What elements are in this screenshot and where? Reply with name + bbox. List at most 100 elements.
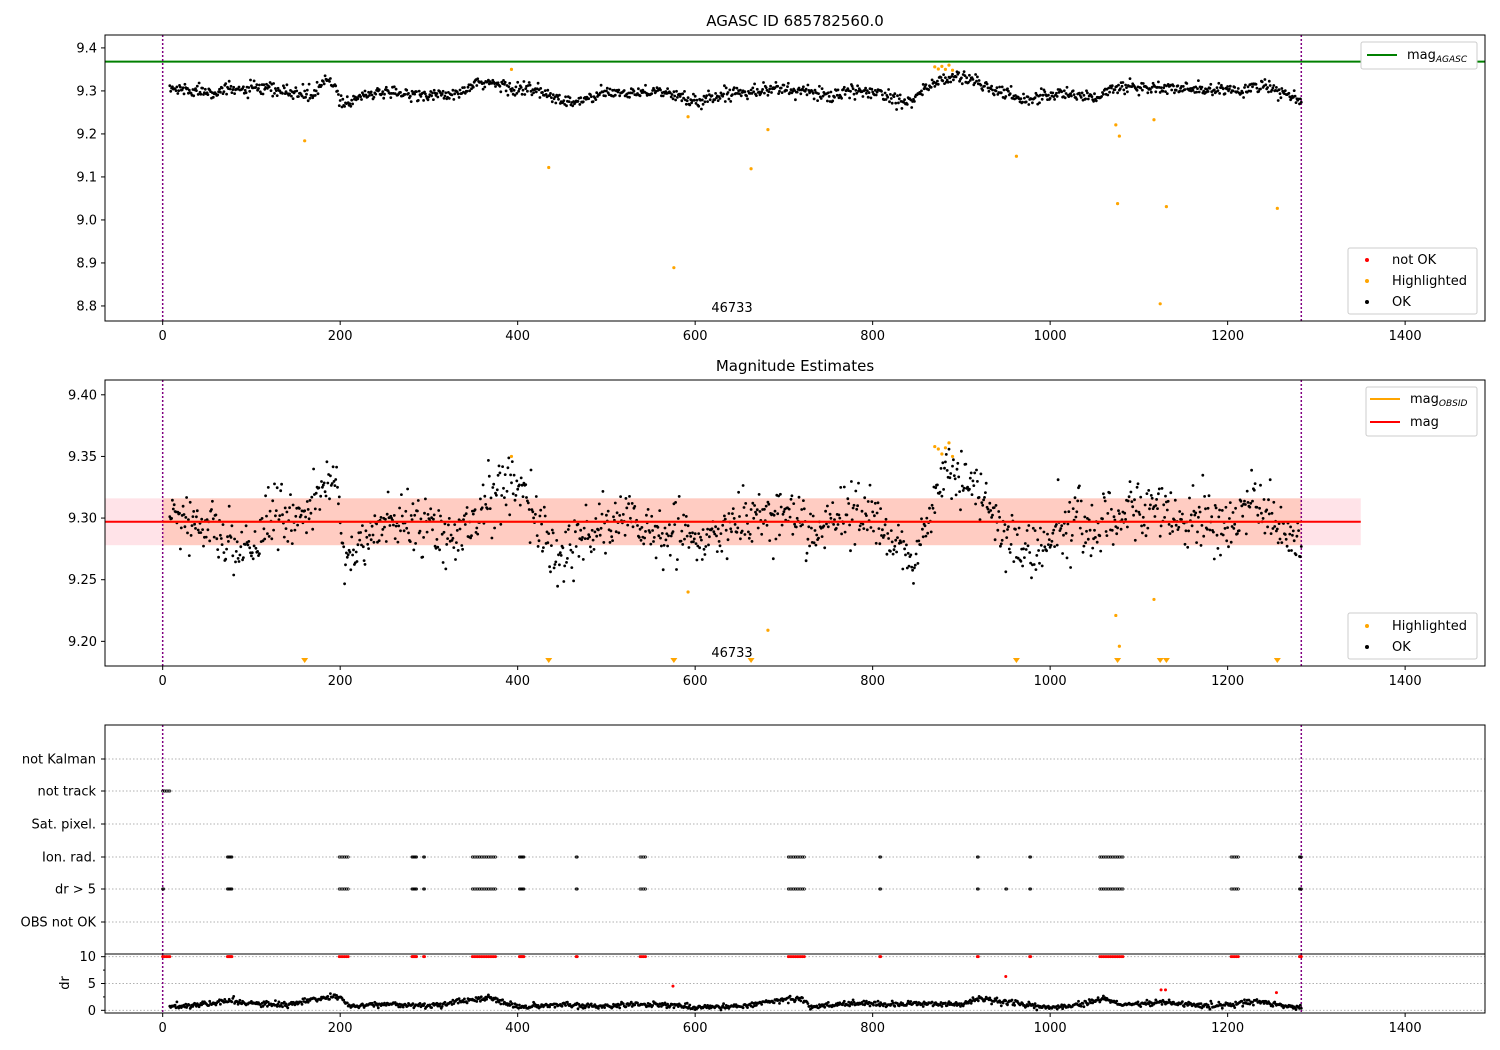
ok-point xyxy=(811,514,815,518)
panel2-obs-label: 46733 xyxy=(711,646,752,661)
ok-point xyxy=(1042,530,1046,534)
flag-point xyxy=(476,855,480,859)
ok-point xyxy=(244,91,248,95)
ok-point xyxy=(356,97,360,101)
ok-point xyxy=(945,469,949,472)
ok-point xyxy=(474,531,478,534)
ok-point xyxy=(250,554,253,558)
ok-point xyxy=(1095,540,1099,544)
ok-point xyxy=(526,501,530,505)
ok-point xyxy=(524,87,528,90)
ok-point xyxy=(1218,92,1221,95)
ok-point xyxy=(1084,541,1087,545)
ok-point xyxy=(1015,533,1019,536)
ok-point xyxy=(1213,504,1217,507)
ok-point xyxy=(743,533,747,536)
ok-point xyxy=(951,464,954,468)
ok-point xyxy=(540,522,543,526)
ok-point xyxy=(711,100,715,104)
ok-point xyxy=(750,540,754,543)
ok-point xyxy=(216,548,220,551)
ok-point xyxy=(930,78,934,82)
dr-point xyxy=(1167,998,1171,1002)
ok-point xyxy=(330,482,334,485)
ok-point xyxy=(505,489,509,493)
panel1-ytick-label: 9.0 xyxy=(76,213,97,228)
ok-point xyxy=(650,92,654,95)
flag-point xyxy=(1116,887,1120,891)
ok-point xyxy=(264,494,267,498)
ok-point xyxy=(1003,523,1007,526)
ok-point xyxy=(659,536,662,540)
ok-point xyxy=(1225,539,1229,543)
ok-point xyxy=(432,88,436,92)
ok-point xyxy=(529,89,533,93)
legend2-ok-marker xyxy=(1365,645,1369,649)
ok-point xyxy=(703,553,707,556)
ok-point xyxy=(262,83,266,87)
ok-point xyxy=(963,74,967,77)
ok-point xyxy=(1156,507,1159,510)
dr-point xyxy=(788,994,792,998)
ok-point xyxy=(436,545,440,549)
ok-point xyxy=(364,529,368,533)
ok-point xyxy=(1070,94,1073,98)
ok-point xyxy=(572,579,575,583)
ok-point xyxy=(1157,492,1160,496)
ok-point xyxy=(862,527,866,530)
dr-red-point xyxy=(1164,988,1168,992)
ok-point xyxy=(608,541,612,544)
ok-point xyxy=(168,515,172,519)
ok-point xyxy=(1066,522,1070,526)
ok-point xyxy=(953,477,957,481)
ok-point xyxy=(778,533,781,537)
ok-point xyxy=(638,94,642,98)
dr-point xyxy=(479,999,482,1003)
ok-point xyxy=(746,97,749,101)
ok-point xyxy=(350,98,354,102)
ok-point xyxy=(1170,88,1174,92)
ok-point xyxy=(1295,534,1299,538)
ok-point xyxy=(295,89,299,93)
ok-point xyxy=(363,89,367,93)
ok-point xyxy=(276,86,280,90)
ok-point xyxy=(977,496,981,499)
ok-point xyxy=(441,89,445,93)
ok-point xyxy=(227,79,231,83)
ok-point xyxy=(666,87,669,90)
dr-point xyxy=(457,997,461,1000)
ok-point xyxy=(480,506,484,510)
ok-point xyxy=(934,486,938,490)
ok-point xyxy=(755,508,759,512)
ok-point xyxy=(834,527,838,530)
ok-point xyxy=(175,85,179,89)
ok-point xyxy=(1212,530,1215,534)
ok-point xyxy=(920,89,923,93)
ok-point xyxy=(929,85,933,89)
panel4-xtick-label: 1200 xyxy=(1211,1021,1244,1036)
ok-point xyxy=(1100,95,1103,98)
ok-point xyxy=(594,517,598,520)
ok-point xyxy=(613,501,617,505)
dr-point xyxy=(862,999,866,1003)
ok-point xyxy=(806,537,810,541)
ok-point xyxy=(889,529,893,532)
ok-point xyxy=(1239,499,1243,503)
ok-point xyxy=(1196,87,1199,90)
ok-point xyxy=(379,516,383,519)
panel1-ytick-label: 9.1 xyxy=(76,170,97,185)
ok-point xyxy=(1226,85,1229,88)
flag-point xyxy=(476,887,480,891)
ok-point xyxy=(1024,100,1028,104)
ok-point xyxy=(359,531,362,534)
ok-point xyxy=(863,89,867,92)
ok-point xyxy=(718,544,722,548)
ok-point xyxy=(636,524,639,527)
dr-point xyxy=(1154,998,1158,1002)
ok-point xyxy=(404,509,408,513)
ok-point xyxy=(794,525,798,529)
panel1-ytick-label: 8.9 xyxy=(76,256,97,271)
ok-point xyxy=(1233,86,1237,89)
ok-point xyxy=(955,467,959,471)
